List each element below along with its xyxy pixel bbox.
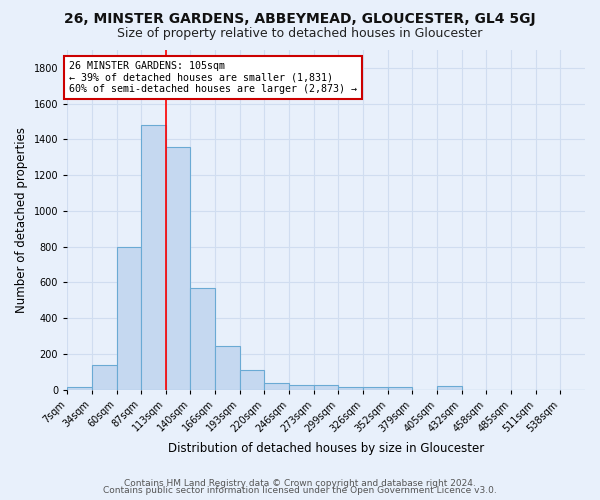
- Bar: [166, 146, 190, 390]
- Bar: [67, 387, 92, 390]
- Text: Contains HM Land Registry data © Crown copyright and database right 2024.: Contains HM Land Registry data © Crown c…: [124, 478, 476, 488]
- Text: Size of property relative to detached houses in Gloucester: Size of property relative to detached ho…: [118, 28, 482, 40]
- Bar: [116, 246, 141, 390]
- Bar: [314, 386, 338, 390]
- Bar: [265, 382, 289, 390]
- Y-axis label: Number of detached properties: Number of detached properties: [15, 127, 28, 313]
- Bar: [240, 370, 265, 390]
- Bar: [388, 387, 412, 390]
- Text: 26, MINSTER GARDENS, ABBEYMEAD, GLOUCESTER, GL4 5GJ: 26, MINSTER GARDENS, ABBEYMEAD, GLOUCEST…: [64, 12, 536, 26]
- Bar: [190, 288, 215, 390]
- Bar: [338, 387, 363, 390]
- X-axis label: Distribution of detached houses by size in Gloucester: Distribution of detached houses by size …: [168, 442, 484, 455]
- Bar: [141, 125, 166, 390]
- Bar: [92, 364, 116, 390]
- Bar: [289, 386, 314, 390]
- Text: 26 MINSTER GARDENS: 105sqm
← 39% of detached houses are smaller (1,831)
60% of s: 26 MINSTER GARDENS: 105sqm ← 39% of deta…: [69, 60, 357, 94]
- Bar: [363, 387, 388, 390]
- Bar: [215, 346, 240, 390]
- Bar: [437, 386, 462, 390]
- Text: Contains public sector information licensed under the Open Government Licence v3: Contains public sector information licen…: [103, 486, 497, 495]
